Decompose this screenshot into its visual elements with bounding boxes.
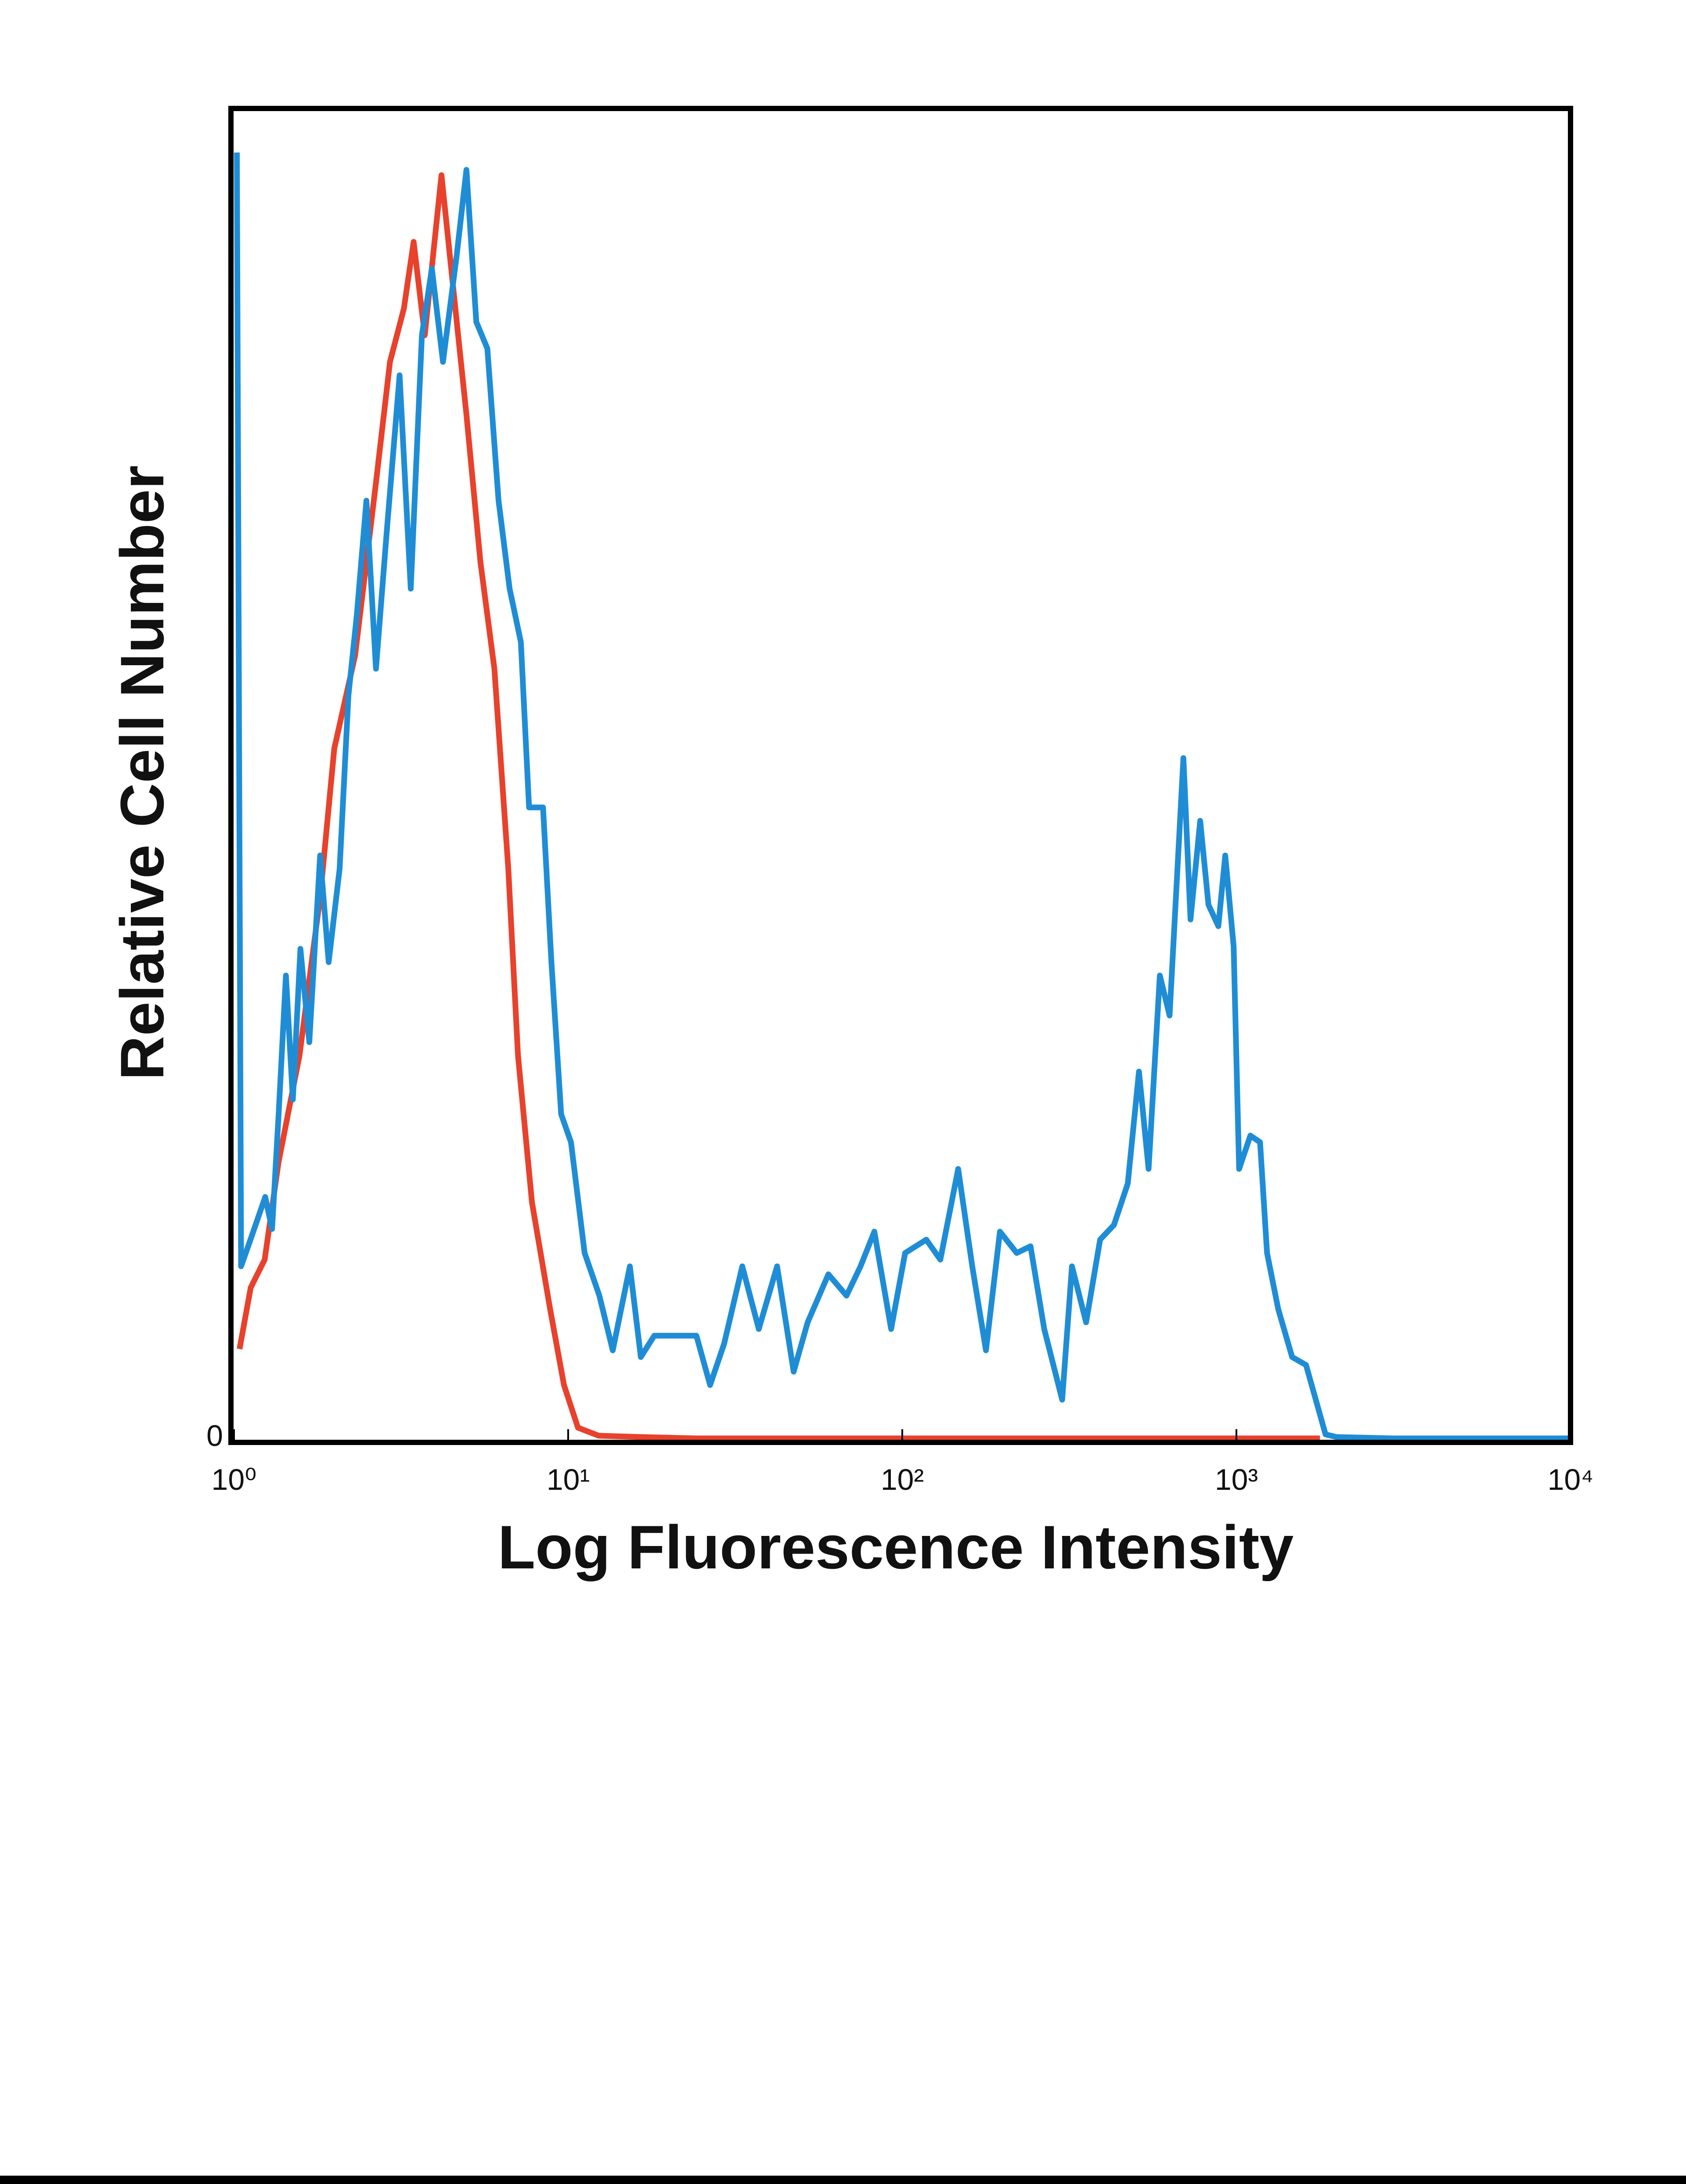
- y-tick-label: 0: [206, 1419, 223, 1452]
- x-tick-label: 10⁰: [212, 1463, 257, 1496]
- x-tick-label: 10⁴: [1548, 1463, 1594, 1496]
- x-tick-label: 10³: [1215, 1463, 1258, 1496]
- y-axis-title: Relative Cell Number: [108, 465, 177, 1080]
- x-tick-label: 10²: [881, 1463, 924, 1496]
- plot-frame: [228, 106, 1573, 1445]
- histogram-line: [237, 172, 1320, 1442]
- histogram-line: [234, 152, 1571, 1442]
- x-axis-title: Log Fluorescence Intensity: [498, 1513, 1294, 1582]
- bottom-rule: [0, 2176, 1686, 2184]
- x-tick-label: 10¹: [547, 1463, 590, 1496]
